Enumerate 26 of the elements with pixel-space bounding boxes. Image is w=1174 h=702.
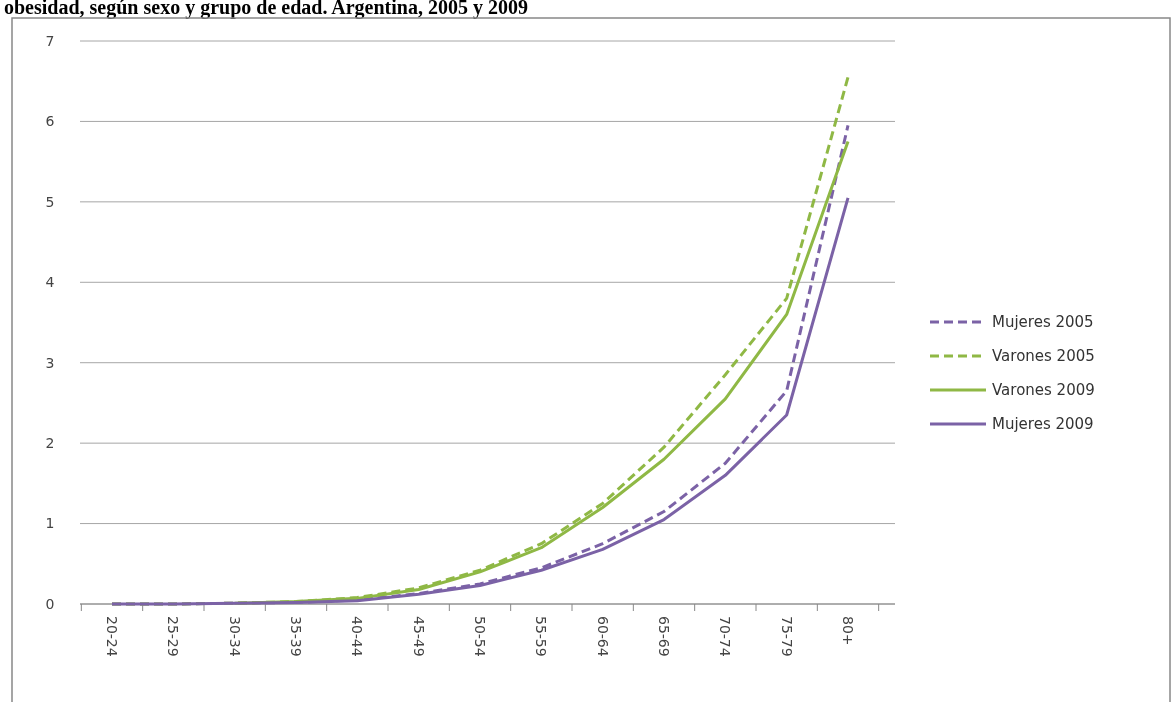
legend-label: Mujeres 2009: [992, 415, 1094, 434]
x-tick-label: 80+: [840, 616, 857, 646]
chart-title: obesidad, según sexo y grupo de edad. Argentina, 2005 y 2009: [4, 0, 528, 19]
y-tick-label: 4: [45, 274, 55, 291]
y-tick-label: 7: [45, 32, 55, 49]
x-tick-label: 70-74: [717, 616, 734, 657]
x-tick-label: 35-39: [288, 616, 305, 657]
x-tick-label: 60-64: [594, 616, 611, 657]
x-tick-label: 30-34: [226, 616, 243, 657]
y-tick-label: 6: [45, 113, 55, 130]
x-tick-label: 20-24: [104, 616, 121, 657]
y-tick-label: 5: [45, 193, 55, 210]
y-tick-label: 3: [45, 354, 55, 371]
x-tick-label: 50-54: [472, 616, 489, 657]
y-tick-label: 1: [45, 515, 55, 532]
x-tick-label: 75-79: [778, 616, 795, 657]
x-tick-label: 65-69: [656, 616, 673, 657]
x-tick-label: 45-49: [410, 616, 427, 657]
legend-label: Varones 2009: [992, 381, 1095, 400]
y-tick-label: 0: [45, 595, 55, 612]
y-tick-label: 2: [45, 435, 55, 452]
legend-label: Varones 2005: [992, 347, 1095, 366]
x-tick-label: 40-44: [349, 616, 366, 657]
x-tick-label: 25-29: [165, 616, 182, 657]
legend-label: Mujeres 2005: [992, 313, 1094, 332]
x-tick-label: 55-59: [533, 616, 550, 657]
